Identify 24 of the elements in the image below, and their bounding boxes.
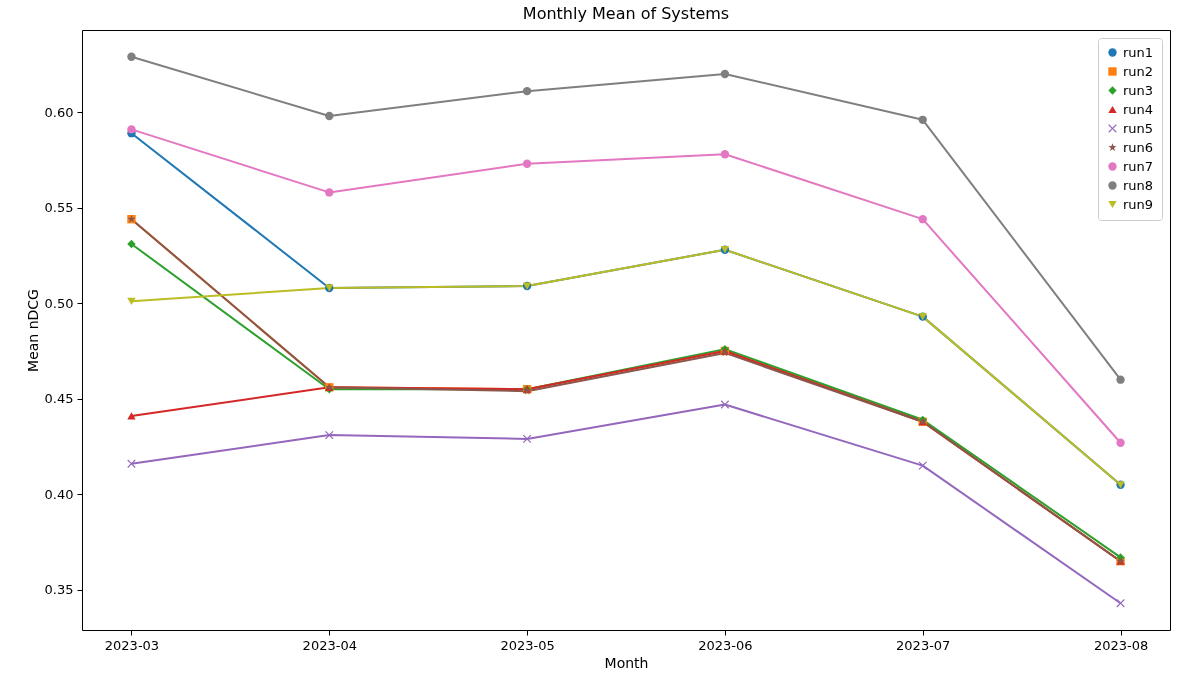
legend-label: run2	[1123, 63, 1154, 79]
x-tick-label: 2023-04	[302, 637, 357, 653]
legend-label: run3	[1123, 82, 1154, 98]
legend-label: run5	[1123, 120, 1154, 136]
legend-label: run8	[1123, 177, 1154, 193]
y-tick-label: 0.40	[44, 486, 74, 502]
y-tick-label: 0.50	[44, 295, 74, 311]
legend-label: run7	[1123, 158, 1154, 174]
legend-label: run1	[1123, 44, 1154, 60]
x-tick-label: 2023-03	[104, 637, 160, 653]
x-axis-title: Month	[604, 654, 649, 671]
y-axis-title: Mean nDCG	[24, 289, 41, 372]
y-tick-label: 0.45	[44, 391, 74, 407]
legend-label: run9	[1123, 196, 1154, 212]
y-tick-label: 0.35	[44, 582, 74, 598]
x-tick-label: 2023-05	[500, 637, 555, 653]
x-tick-label: 2023-08	[1093, 637, 1149, 653]
x-tick-label: 2023-07	[896, 637, 951, 653]
y-tick-label: 0.60	[44, 104, 74, 120]
legend-label: run6	[1123, 139, 1154, 155]
x-tick-label: 2023-06	[698, 637, 753, 653]
chart-title: Monthly Mean of Systems	[522, 4, 730, 23]
y-tick-label: 0.55	[44, 200, 74, 216]
legend-label: run4	[1123, 101, 1154, 117]
